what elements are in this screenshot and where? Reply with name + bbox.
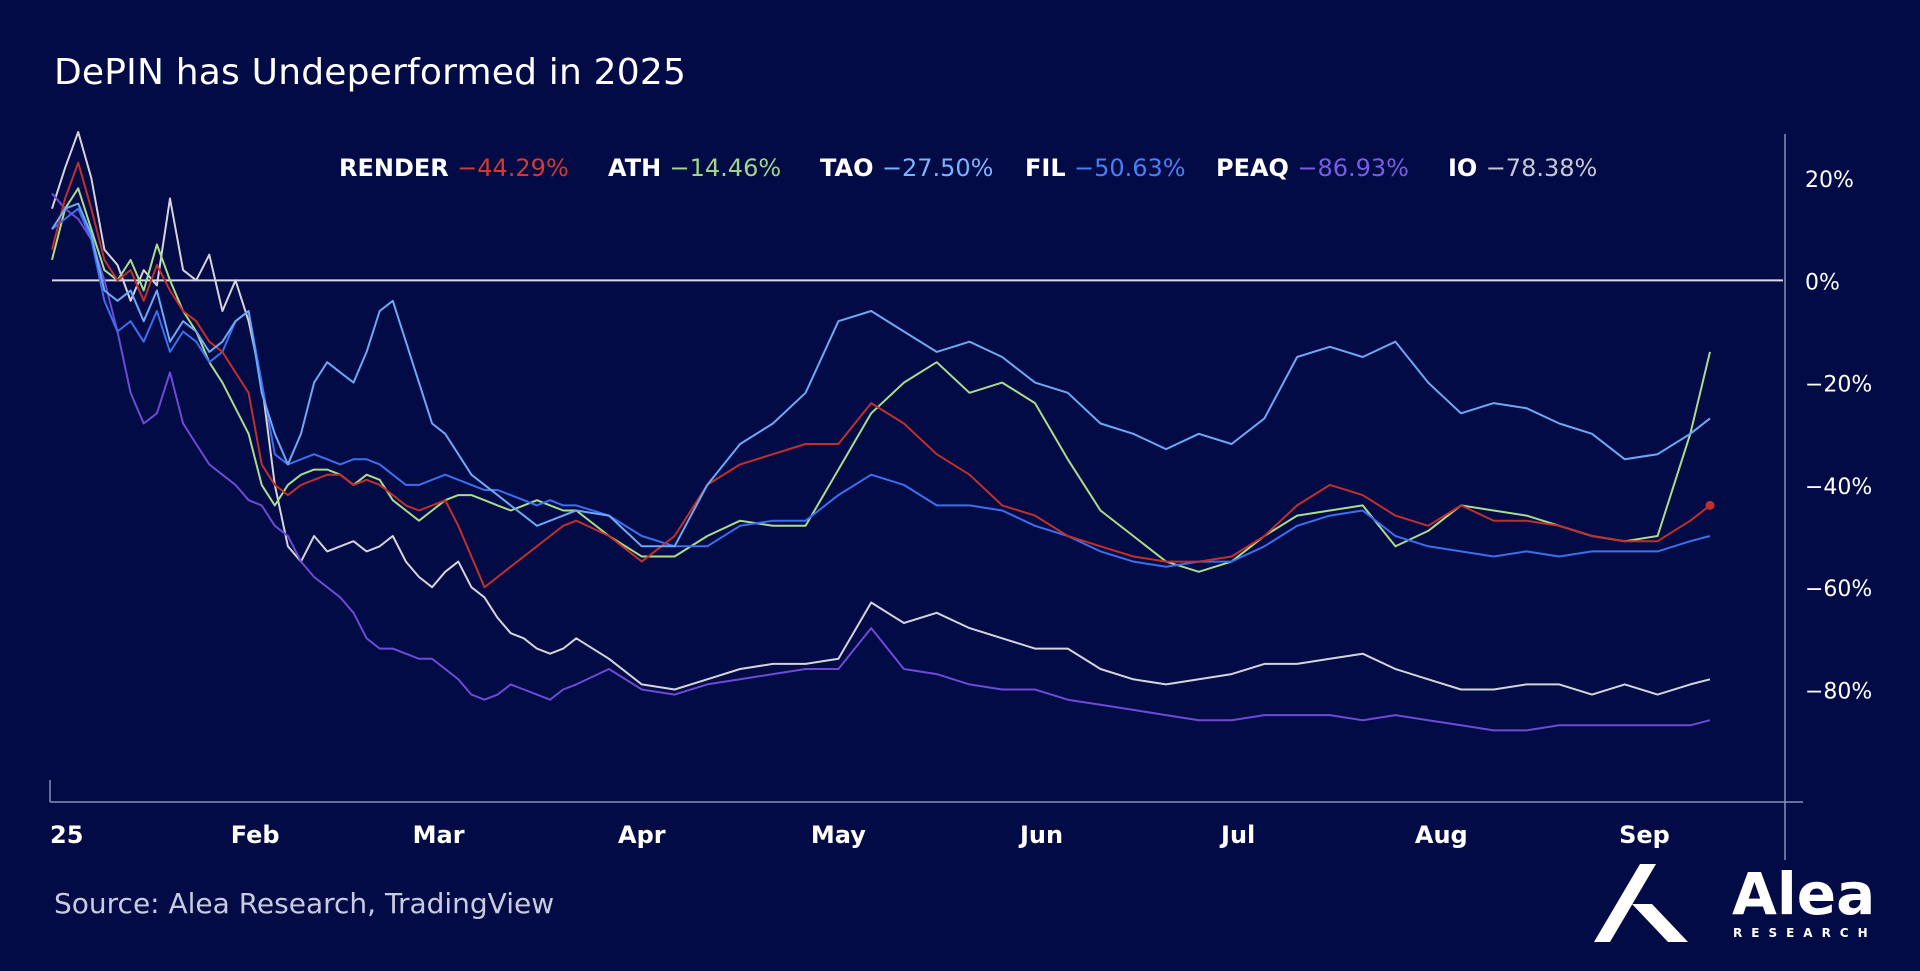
legend-item-ath[interactable]: ATH −14.46% [608,154,781,182]
x-tick-label: Sep [1619,821,1670,849]
series-line-io[interactable] [51,131,1711,696]
series-ath [51,187,1711,573]
y-tick-label: −60% [1805,577,1872,602]
x-tick-label: Mar [413,821,465,849]
series-line-fil[interactable] [51,207,1711,568]
series-tao [51,202,1711,548]
x-tick-label: Jul [1219,821,1255,849]
x-tick-label: 25 [50,821,83,849]
y-tick-label: −80% [1805,679,1872,704]
legend-name: RENDER [339,154,457,182]
legend-name: PEAQ [1216,154,1297,182]
y-tick-label: −20% [1805,373,1872,398]
legend-change: −14.46% [670,154,782,182]
legend-label: IO −78.38% [1448,154,1597,182]
legend-label: FIL −50.63% [1025,154,1186,182]
x-tick-label: Feb [231,821,280,849]
legend-label: ATH −14.46% [608,154,781,182]
series-line-peaq[interactable] [51,192,1711,732]
legend-change: −50.63% [1074,154,1186,182]
legend-change: −78.38% [1486,154,1598,182]
logo-subtitle: RESEARCH [1733,926,1877,940]
legend-change: −44.29% [457,154,569,182]
legend-name: ATH [608,154,670,182]
x-tick-label: Apr [618,821,666,849]
logo-name: Alea [1732,860,1876,928]
x-tick-label: May [811,821,866,849]
legend-change: −86.93% [1297,154,1409,182]
series-endpoint-render [1705,500,1715,510]
legend-item-render[interactable]: RENDER −44.29% [339,154,569,182]
series-layer [51,131,1715,732]
legend-item-fil[interactable]: FIL −50.63% [1025,154,1186,182]
legend: RENDER −44.29% ATH −14.46% TAO −27.50% FIL … [339,154,1597,182]
x-tick-label: Jun [1018,821,1063,849]
legend-name: TAO [820,154,882,182]
alea-logo-icon [1594,864,1688,942]
y-tick-label: −40% [1805,475,1872,500]
legend-label: TAO −27.50% [820,154,993,182]
legend-name: FIL [1025,154,1074,182]
legend-item-io[interactable]: IO −78.38% [1448,154,1597,182]
source-note: Source: Alea Research, TradingView [54,887,555,920]
legend-change: −27.50% [882,154,994,182]
x-tick-label: Aug [1415,821,1468,849]
legend-label: PEAQ −86.93% [1216,154,1409,182]
legend-name: IO [1448,154,1486,182]
series-fil [51,207,1711,568]
series-peaq [51,192,1711,732]
y-tick-label: 20% [1805,168,1854,193]
series-line-render[interactable] [51,161,1711,589]
series-render [51,161,1715,589]
legend-item-tao[interactable]: TAO −27.50% [820,154,993,182]
series-line-ath[interactable] [51,187,1711,573]
y-tick-label: 0% [1805,270,1840,295]
chart-title: DePIN has Undeperformed in 2025 [54,52,687,93]
chart-axes: 20% 0% −20% −40% −60% −80% 25 Feb Mar Apr May Jun Ju… [49,134,1872,860]
series-io [51,131,1711,696]
legend-label: RENDER −44.29% [339,154,569,182]
legend-item-peaq[interactable]: PEAQ −86.93% [1216,154,1409,182]
series-line-tao[interactable] [51,202,1711,548]
